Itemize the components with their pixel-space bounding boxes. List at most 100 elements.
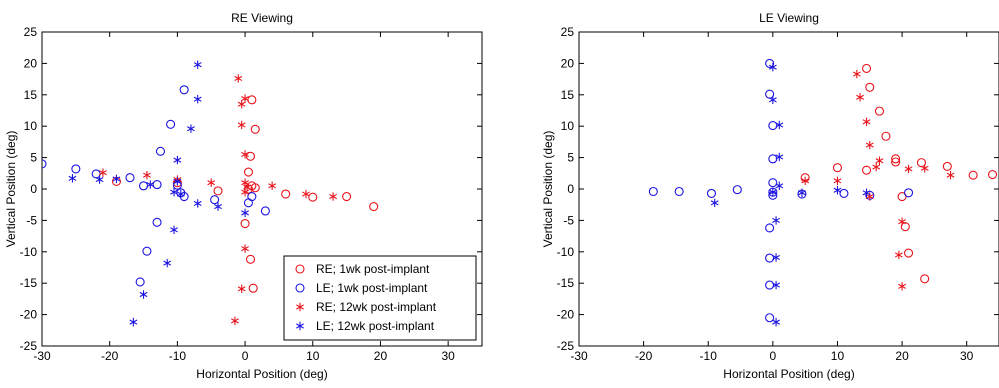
circle-point [706,188,717,198]
asterisk-point [772,317,780,327]
y-tick-label: 0 [30,182,37,196]
x-tick-label: 10 [306,349,320,363]
y-tick-label: -20 [20,308,38,322]
x-tick-label: 10 [831,349,845,363]
circle-point [213,186,223,196]
data-points [648,58,998,327]
series-le-circle [42,85,270,287]
y-tick-label: -25 [20,339,38,353]
asterisk-point [146,180,155,189]
circle-point [765,223,775,233]
circle-point [152,180,162,190]
circle-point [900,222,910,232]
asterisk-point [904,164,913,174]
circle-point [91,169,101,179]
asterisk-point [214,202,222,211]
x-axis-title: Horizontal Position (deg) [723,367,854,381]
y-tick-label: 5 [30,151,37,165]
circle-point [903,248,914,258]
y-tick-label: 15 [561,88,575,102]
chart-title: RE Viewing [231,11,293,25]
circle-point [839,188,849,198]
circle-point [247,95,257,105]
asterisk-point [772,253,780,262]
asterisk-point [946,170,955,180]
y-tick-label: 5 [567,151,574,165]
circle-point [240,218,250,229]
legend-label: RE; 1wk post-implant [316,262,430,276]
circle-point [768,121,778,131]
asterisk-point [801,176,810,186]
circle-point [648,186,658,197]
asterisk-point [302,189,310,199]
y-tick-label: 15 [24,88,38,102]
circle-point [243,167,254,177]
chart-panel-2: LE Viewing -30 -20 -10 0 10 20 30 -25 -20 -15 -10 -5… [541,11,999,381]
x-tick-label: 30 [960,349,974,363]
x-tick-label: -30 [33,349,51,363]
chart-title: LE Viewing [759,11,819,25]
asterisk-point [775,120,784,130]
circle-point [765,253,775,263]
asterisk-point [268,181,277,191]
y-tick-label: -15 [557,276,575,290]
asterisk-point [173,155,182,165]
asterisk-point [772,216,780,225]
circle-point [281,189,291,199]
y-tick-label: 25 [24,25,38,39]
asterisk-point [234,74,243,83]
asterisk-point [872,162,881,172]
asterisk-point [207,178,216,187]
asterisk-point [241,187,249,197]
asterisk-point [833,186,842,195]
asterisk-point [894,250,903,260]
y-axis-title: Vertical Position (deg) [4,131,18,248]
asterisk-point [898,217,906,226]
circle-point [179,85,189,95]
asterisk-point [241,208,249,218]
chart-panel-1: RE Viewing -30 -20 -10 0 10 20 30 -25 -20 -15 -10 -5… [4,11,483,381]
circle-point [765,313,775,323]
asterisk-point [862,117,871,127]
asterisk-point [173,177,182,186]
asterisk-point [798,188,806,197]
legend-box [283,255,477,341]
circle-point [308,192,318,202]
asterisk-point [875,156,884,165]
circle-point [125,173,135,183]
circle-point [152,217,162,227]
asterisk-point [187,124,195,133]
circle-point [861,165,872,175]
legend-label: RE; 12wk post-implant [316,300,437,314]
circle-point [968,170,978,180]
y-tick-label: 0 [567,182,574,196]
y-tick-label: 20 [24,56,38,70]
asterisk-point [68,174,77,183]
asterisk-point [231,316,239,326]
asterisk-point [241,150,249,159]
x-axis-title: Horizontal Position (deg) [196,367,327,381]
circle-point [765,58,775,68]
asterisk-point [193,94,202,104]
circle-point [260,206,270,216]
circle-point [874,106,885,116]
asterisk-point [129,317,138,327]
asterisk-point [833,176,842,186]
circle-point [861,63,872,73]
asterisk-point [865,192,874,201]
circle-point [891,154,901,164]
circle-point [987,170,998,180]
asterisk-point [170,187,178,197]
x-tick-label: 0 [770,349,777,363]
x-tick-label: 30 [441,349,455,363]
legend-marker [295,283,305,293]
plot-area-frame [578,31,999,347]
circle-point [248,283,258,293]
asterisk-point [768,95,777,105]
asterisk-point [898,282,906,291]
series-re-circle [800,63,998,284]
y-tick-label: 10 [561,119,575,133]
asterisk-point [112,174,121,184]
asterisk-point [856,93,864,102]
